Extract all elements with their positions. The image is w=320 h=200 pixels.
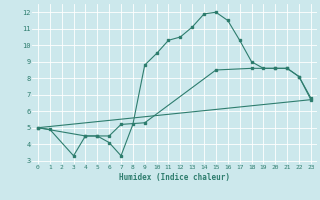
X-axis label: Humidex (Indice chaleur): Humidex (Indice chaleur) (119, 173, 230, 182)
